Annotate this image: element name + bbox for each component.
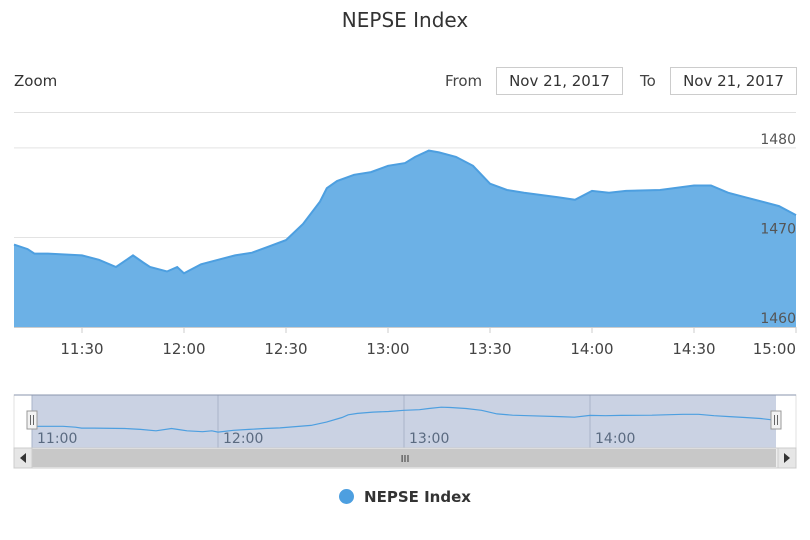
series-line [13,149,797,275]
from-date-input[interactable]: Nov 21, 2017 [496,67,623,95]
x-tick-label: 15:00 [753,340,796,358]
to-label: To [640,72,656,90]
navigator-tick-label: 12:00 [223,431,263,447]
x-tick-label: 12:00 [162,340,205,358]
chart-svg: 1460 1470 1480 11:30 12:00 12:30 13:00 13:30 14… [13,132,797,469]
x-tick-label: 14:30 [672,340,715,358]
navigator-tick-label: 13:00 [409,431,449,447]
navigator-left-handle[interactable] [26,410,38,430]
y-tick-label: 1480 [760,132,796,148]
chevron-right-icon [784,453,790,463]
x-tick-label: 12:30 [264,340,307,358]
y-axis-labels: 1460 1470 1480 [760,132,796,327]
navigator: 11:00 12:00 13:00 14:00 III [13,394,797,469]
scrollbar-grip-icon: III [401,454,410,465]
legend[interactable]: NEPSE Index [0,488,810,506]
navigator-tick-label: 14:00 [595,431,635,447]
x-tick-label: 14:00 [570,340,613,358]
x-tick-label: 13:00 [366,340,409,358]
y-tick-label: 1470 [760,221,796,237]
to-date-input[interactable]: Nov 21, 2017 [670,67,797,95]
series-area [14,150,796,327]
y-tick-label: 1460 [760,311,796,327]
x-tick-label: 13:30 [468,340,511,358]
legend-marker-icon [339,489,355,504]
chart-title: NEPSE Index [341,8,469,32]
from-label: From [445,72,483,90]
legend-label: NEPSE Index [364,488,471,506]
navigator-series-line [32,406,777,433]
scrollbar-thumb[interactable] [32,449,776,467]
header-divider [14,112,796,113]
navigator-tick-label: 11:00 [37,431,77,447]
zoom-label: Zoom [14,72,58,90]
x-tick-label: 11:30 [60,340,103,358]
plot-area [13,149,797,328]
navigator-right-handle[interactable] [770,410,782,430]
chevron-left-icon [20,453,26,463]
x-axis-labels: 11:30 12:00 12:30 13:00 13:30 14:00 14:30 15:00 [60,327,797,358]
